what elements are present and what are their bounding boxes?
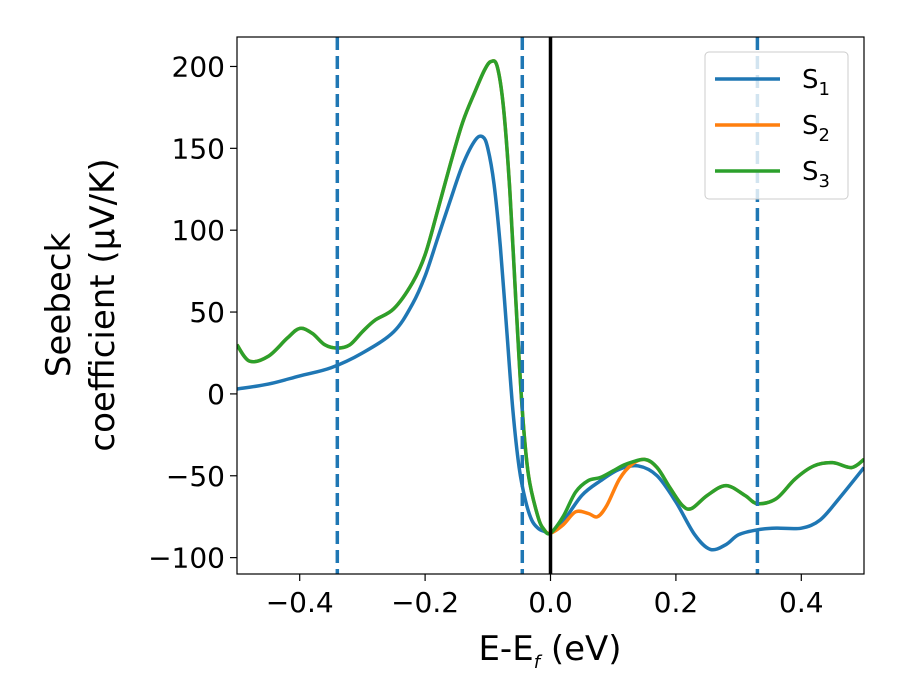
axis-ticks: −0.4 −0.2 0.0 0.2 0.4 −100 −50 0 50 100 150 200 xyxy=(148,50,823,619)
y-tick-label: 100 xyxy=(172,214,225,247)
reference-lines xyxy=(335,37,760,574)
y-tick-label: 200 xyxy=(172,50,225,83)
plot-data xyxy=(237,59,864,552)
legend-item-s1: S1 xyxy=(715,65,830,100)
legend-item-s3: S3 xyxy=(715,157,830,192)
legend-label-s3: S3 xyxy=(802,157,830,192)
legend-item-s2: S2 xyxy=(715,111,830,146)
x-axis-label: E-Ef (eV) xyxy=(478,629,621,673)
x-tick-label: 0.4 xyxy=(779,586,824,619)
x-tick-label: −0.2 xyxy=(391,586,459,619)
x-tick-label: 0.0 xyxy=(528,586,573,619)
legend: S1 S2 S3 xyxy=(704,51,849,200)
series-line-s3 xyxy=(237,59,864,536)
y-axis-label-line2: coefficient (μV/K) xyxy=(83,158,123,451)
legend-label-s2: S2 xyxy=(802,111,830,146)
x-tick-label: −0.4 xyxy=(266,586,334,619)
legend-label-s1: S1 xyxy=(802,65,830,100)
y-tick-label: −50 xyxy=(166,460,225,493)
y-tick-label: 150 xyxy=(172,132,225,165)
y-tick-label: 50 xyxy=(189,296,225,329)
y-tick-label: −100 xyxy=(148,542,225,575)
y-axis-label: Seebeck coefficient (μV/K) xyxy=(39,158,123,451)
y-tick-label: 0 xyxy=(207,378,225,411)
y-axis-label-line1: Seebeck xyxy=(39,233,79,378)
series-line-s1 xyxy=(237,134,864,552)
x-tick-label: 0.2 xyxy=(654,586,699,619)
